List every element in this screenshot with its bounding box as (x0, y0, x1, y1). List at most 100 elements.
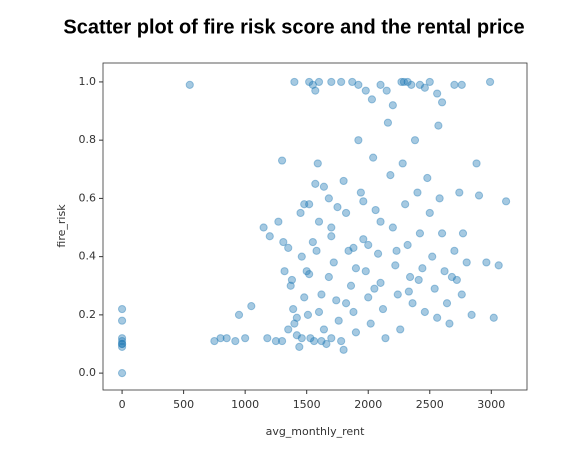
point (274, 217, 283, 226)
point (349, 243, 358, 253)
point (376, 80, 385, 89)
point (117, 336, 127, 346)
point (378, 304, 388, 314)
point (388, 223, 397, 232)
point (117, 316, 127, 325)
point (501, 197, 511, 206)
point (292, 331, 301, 340)
point (474, 191, 484, 200)
point (472, 159, 481, 168)
point (341, 208, 351, 218)
point (324, 272, 333, 282)
point (442, 299, 452, 308)
point (317, 290, 326, 299)
x-tick-label: 0 (119, 398, 126, 411)
point (381, 334, 390, 343)
point (314, 77, 324, 87)
point (370, 284, 379, 293)
point (413, 188, 422, 197)
point (305, 77, 314, 87)
point (305, 270, 314, 279)
point (361, 267, 370, 276)
x-tick-label: 500 (173, 398, 194, 411)
point (383, 118, 393, 127)
point (332, 296, 341, 305)
point (437, 98, 447, 107)
point (445, 319, 454, 328)
point (337, 77, 346, 87)
point (284, 325, 293, 334)
point (415, 229, 425, 238)
point (314, 307, 324, 317)
point (420, 83, 429, 92)
point (354, 80, 363, 89)
point (452, 275, 461, 285)
point (263, 334, 272, 343)
point (280, 267, 289, 276)
point (334, 316, 343, 325)
point (364, 240, 373, 250)
point (401, 200, 410, 209)
point (425, 77, 434, 87)
chart-title: Scatter plot of fire risk score and the … (63, 16, 524, 38)
point (339, 345, 348, 354)
point (308, 237, 317, 247)
point (405, 272, 415, 282)
point (437, 229, 447, 238)
point (117, 339, 127, 349)
point (117, 334, 127, 343)
point (351, 264, 361, 273)
point (296, 208, 305, 218)
y-tick-label: 0.6 (79, 191, 97, 204)
x-tick-label: 1500 (293, 398, 321, 411)
point (327, 223, 336, 232)
point (428, 252, 437, 261)
point (327, 334, 336, 343)
point (297, 252, 306, 261)
point (259, 223, 268, 232)
point (185, 80, 194, 89)
point (290, 319, 299, 328)
point (359, 235, 368, 244)
point (302, 267, 311, 276)
point (311, 86, 320, 95)
point (241, 334, 250, 343)
point (346, 281, 356, 290)
point (313, 159, 322, 168)
plot-frame (102, 62, 528, 391)
point (435, 194, 444, 203)
point (295, 342, 304, 352)
point (216, 334, 225, 343)
point (398, 159, 407, 168)
y-tick-label: 0.8 (79, 133, 97, 146)
point (344, 246, 353, 255)
point (410, 136, 420, 145)
point (222, 334, 231, 343)
point (485, 77, 495, 87)
x-tick-label: 3000 (477, 398, 505, 411)
point (447, 272, 457, 282)
point (312, 246, 321, 255)
point (482, 258, 491, 267)
point (349, 307, 358, 317)
point (351, 328, 361, 337)
point (306, 334, 315, 343)
point (403, 77, 412, 87)
point (433, 89, 442, 98)
point (376, 278, 385, 287)
point (457, 290, 466, 299)
point (333, 203, 342, 212)
point (231, 336, 240, 346)
point (317, 336, 326, 346)
y-tick-label: 1.0 (79, 75, 97, 88)
point (319, 182, 329, 191)
point (300, 293, 309, 302)
point (467, 310, 476, 319)
point (361, 86, 370, 95)
x-tick-label: 2000 (354, 398, 382, 411)
point (279, 237, 288, 247)
point (407, 80, 416, 89)
point (327, 232, 336, 241)
y-axis-label: fire_risk (55, 204, 68, 248)
point (271, 336, 281, 346)
